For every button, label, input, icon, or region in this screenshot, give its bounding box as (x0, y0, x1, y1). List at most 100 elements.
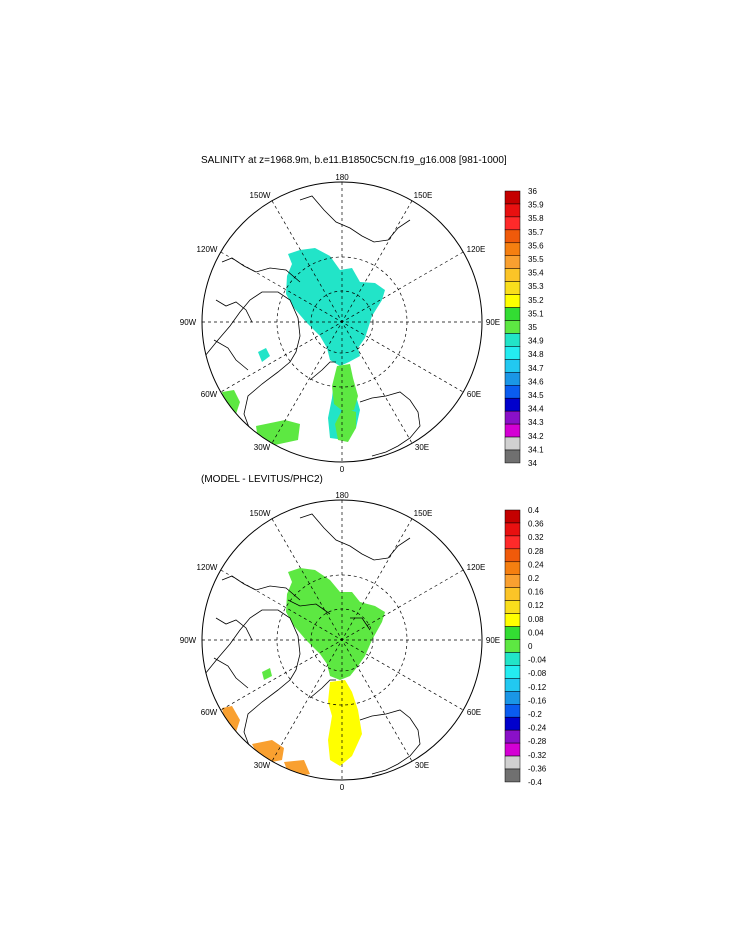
colorbar-tick-label: 35.8 (528, 214, 544, 223)
colorbar-swatch (504, 613, 521, 627)
colorbar-swatch (504, 561, 521, 575)
colorbar-swatch (504, 626, 521, 640)
coastline (204, 195, 421, 457)
colorbar-tick-label: 34.1 (528, 445, 544, 454)
colorbar-tick-label: 35.7 (528, 228, 544, 237)
colorbar-swatch (504, 449, 521, 464)
lon-label-0: 0 (340, 465, 345, 474)
colorbar-tick-label: 0.36 (528, 520, 544, 529)
difference-field-orange-west (222, 706, 240, 732)
colorbar-swatch (504, 372, 521, 386)
colorbar-swatch (504, 691, 521, 705)
colorbar-swatch (504, 397, 521, 412)
colorbar-tick-label: 0.28 (528, 547, 544, 556)
salinity-field-green-south (332, 364, 358, 412)
colorbar-tick-label: 36 (528, 187, 537, 196)
lon-label-60e: 60E (467, 390, 481, 399)
colorbar-tick-label: 34 (528, 459, 537, 468)
colorbar-tick-label: 0 (528, 642, 533, 651)
colorbar-tick-label: 35 (528, 323, 537, 332)
colorbar-swatch (504, 704, 521, 718)
colorbar-swatch (504, 587, 521, 601)
panel1-map-border (201, 181, 483, 463)
colorbar-tick-label: -0.16 (528, 696, 547, 705)
colorbar-tick-label: 34.8 (528, 350, 544, 359)
colorbar-tick-label: 34.4 (528, 405, 544, 414)
colorbar-swatch (504, 281, 521, 295)
colorbar-tick-label: 0.32 (528, 533, 544, 542)
colorbar-tick-label: -0.36 (528, 764, 547, 773)
colorbar-swatch (504, 423, 521, 438)
lon-label-30w: 30W (254, 443, 271, 452)
colorbar-tick-label: -0.24 (528, 724, 547, 733)
colorbar-tick-label: -0.32 (528, 751, 547, 760)
colorbar-tick-label: 34.7 (528, 364, 544, 373)
colorbar-swatch (504, 548, 521, 563)
panel1-colorbar: 36 35.9 35.8 35.7 35.6 35.5 35.4 35.3 35.2 35.1 35… (504, 187, 544, 468)
graticule (202, 500, 482, 780)
colorbar-swatch (504, 268, 521, 282)
colorbar-swatch (504, 320, 521, 334)
colorbar-swatch (504, 639, 521, 653)
colorbar-tick-label: 0.04 (528, 628, 544, 637)
colorbar-swatch (504, 410, 521, 425)
lon-label-180: 180 (335, 173, 349, 182)
salinity-field-small-cyan (258, 348, 270, 362)
colorbar-tick-label: -0.2 (528, 710, 542, 719)
colorbar-swatch (504, 716, 521, 731)
colorbar-tick-label: -0.4 (528, 778, 542, 787)
colorbar-tick-label: 35.2 (528, 296, 544, 305)
colorbar-tick-label: 0.16 (528, 588, 544, 597)
colorbar-tick-label: -0.04 (528, 656, 547, 665)
lon-label-120w: 120W (197, 563, 218, 572)
colorbar-swatch (504, 768, 521, 783)
colorbar-tick-label: 35.6 (528, 241, 544, 250)
lon-label-60w: 60W (201, 390, 218, 399)
colorbar-tick-label: -0.12 (528, 683, 547, 692)
colorbar-tick-label: -0.08 (528, 669, 547, 678)
colorbar-swatch (504, 522, 521, 537)
lon-label-90w: 90W (180, 636, 197, 645)
colorbar-tick-label: 34.9 (528, 337, 544, 346)
panel1-lon-labels: 180 0 90W 90E 150W 120W 60W 30W 150E 120… (180, 173, 500, 474)
lon-label-150e: 150E (414, 509, 433, 518)
colorbar-swatch (504, 385, 521, 399)
colorbar-swatch (504, 346, 521, 360)
coastline (204, 513, 421, 775)
colorbar-tick-label: 0.08 (528, 615, 544, 624)
colorbar-swatch (504, 436, 521, 451)
colorbar-tick-label: 0.12 (528, 601, 544, 610)
colorbar-tick-label: 0.2 (528, 574, 540, 583)
colorbar-tick-label: 35.5 (528, 255, 544, 264)
lon-label-0: 0 (340, 783, 345, 792)
colorbar-swatch (504, 307, 521, 321)
lon-label-150e: 150E (414, 191, 433, 200)
colorbar-tick-label: -0.28 (528, 737, 547, 746)
colorbar-swatch (504, 600, 521, 614)
colorbar-swatch (504, 333, 521, 347)
lon-label-30w: 30W (254, 761, 271, 770)
colorbar-tick-label: 34.3 (528, 418, 544, 427)
colorbar-tick-label: 35.1 (528, 309, 544, 318)
lon-label-150w: 150W (250, 191, 271, 200)
panel2-map-border (201, 499, 483, 781)
colorbar-swatch (504, 678, 521, 692)
colorbar-tick-label: 35.3 (528, 282, 544, 291)
colorbar-tick-label: 0.24 (528, 560, 544, 569)
colorbar-swatch (504, 190, 521, 205)
colorbar-swatch (504, 255, 521, 269)
panel2-colorbar: 0.4 0.36 0.32 0.28 0.24 0.2 0.16 0.12 0.08 0.04 0 -… (504, 506, 547, 787)
colorbar-swatch (504, 229, 521, 244)
lon-label-90w: 90W (180, 318, 197, 327)
colorbar-swatch (504, 509, 521, 524)
colorbar-swatch (504, 755, 521, 770)
colorbar-swatch (504, 652, 521, 666)
colorbar-tick-label: 35.9 (528, 201, 544, 210)
colorbar-swatch (504, 242, 521, 257)
lon-label-90e: 90E (486, 318, 500, 327)
panel2-lon-labels: 180 0 90W 90E 150W 120W 60W 30W 150E 120… (180, 491, 500, 792)
lon-label-120e: 120E (467, 245, 486, 254)
difference-field-green-small (262, 668, 272, 680)
lon-label-150w: 150W (250, 509, 271, 518)
